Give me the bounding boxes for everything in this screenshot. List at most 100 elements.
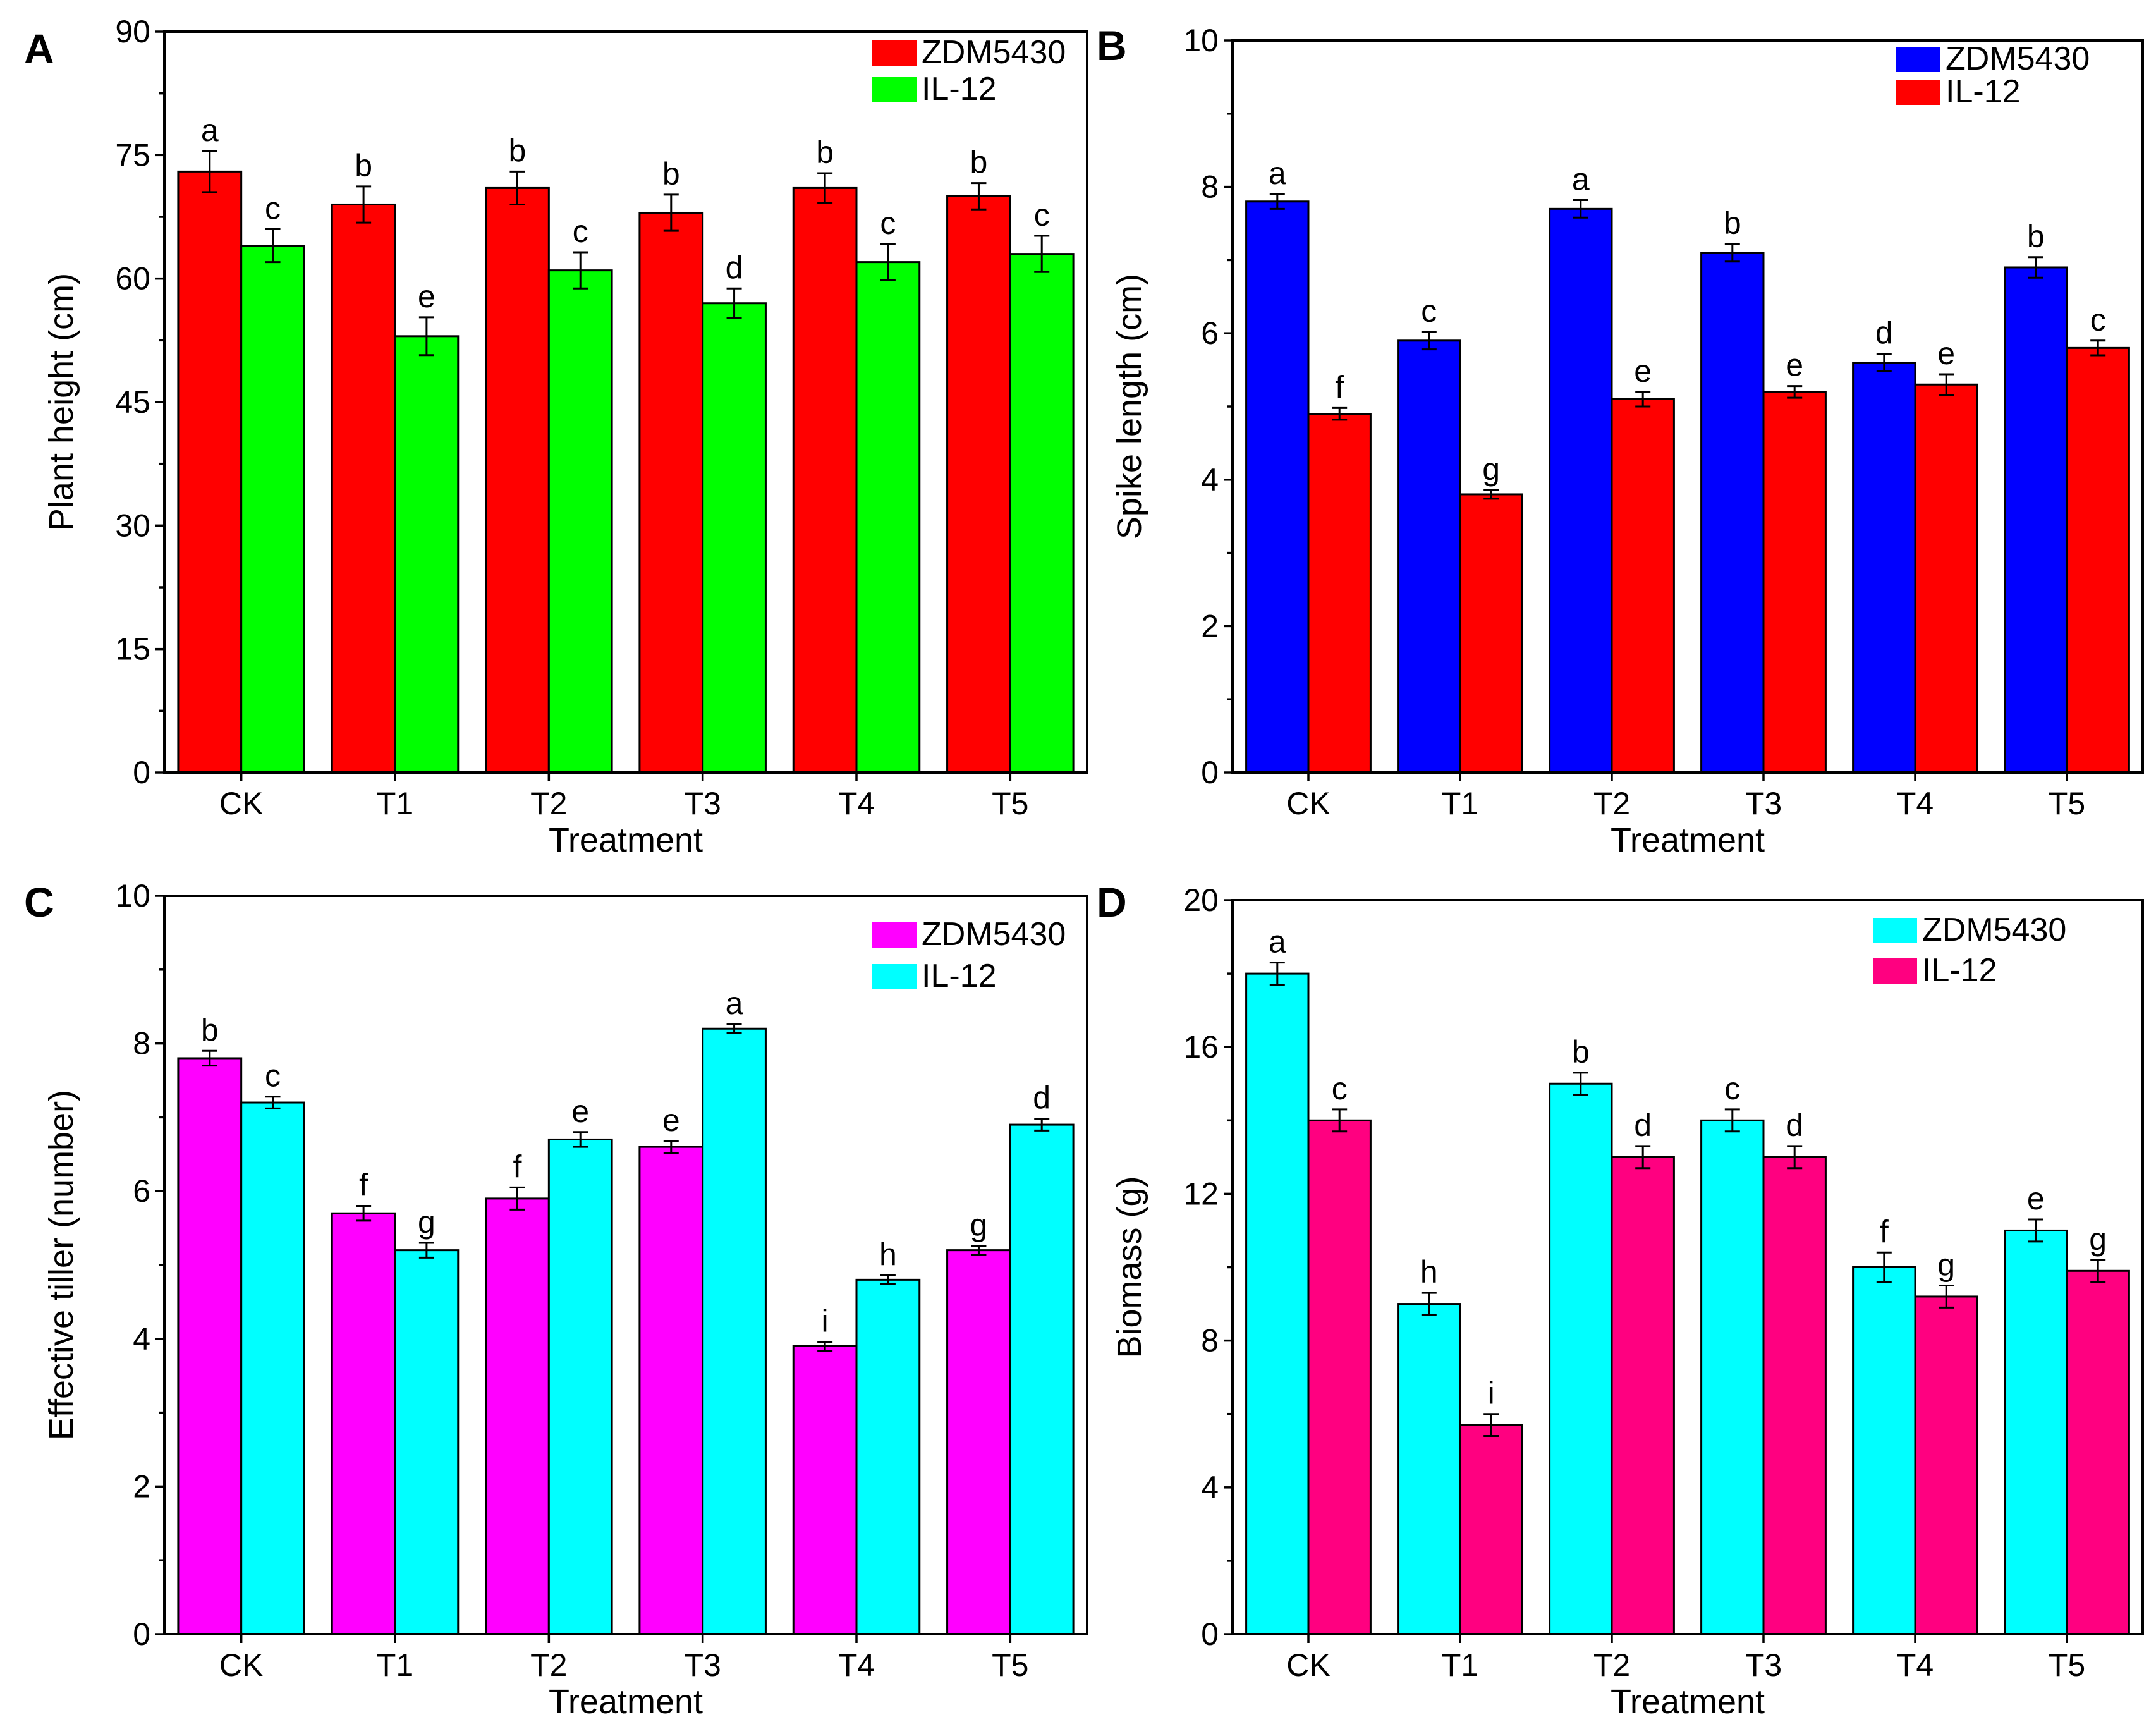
bar <box>1009 1123 1075 1635</box>
x-tick-label: T1 <box>1442 786 1478 821</box>
y-tick-label: 6 <box>1201 315 1219 351</box>
error-bar <box>1483 1413 1499 1438</box>
legend-label: IL-12 <box>1946 73 2021 110</box>
significance-letter: g <box>418 1204 435 1240</box>
error-bar <box>971 182 987 211</box>
y-tick-label: 4 <box>1201 1470 1219 1505</box>
significance-letter: g <box>970 1207 988 1243</box>
error-bar <box>1635 1145 1651 1170</box>
bar <box>702 1027 767 1635</box>
x-tick-label: T4 <box>1897 786 1934 821</box>
x-tick-label: T2 <box>530 786 567 821</box>
bar <box>1762 1156 1827 1635</box>
error-bar <box>1939 373 1954 396</box>
error-bar <box>1332 406 1348 421</box>
error-bar <box>265 228 281 264</box>
bar <box>331 1212 396 1635</box>
bar <box>485 1197 550 1635</box>
x-tick-label: T5 <box>2049 1647 2085 1683</box>
bar <box>1852 362 1916 774</box>
y-axis-title: Spike length (cm) <box>1111 274 1148 539</box>
significance-letter: d <box>1786 1108 1803 1143</box>
bar <box>792 186 858 774</box>
significance-letter: b <box>662 156 680 192</box>
x-tick-label: T3 <box>1745 1647 1782 1683</box>
significance-letter: e <box>418 279 435 314</box>
error-bar <box>1269 193 1285 210</box>
error-bar <box>663 1140 679 1154</box>
panel-b: Ba c a b d b f g e e e c 0 2 4 6 8 10 CK T1 T2 T3 T4 T5 Treatmen… <box>1097 22 2144 859</box>
significance-letter: b <box>1572 1034 1590 1070</box>
bar <box>485 186 550 774</box>
bar <box>2004 266 2068 774</box>
x-tick-label: T4 <box>838 1647 875 1683</box>
y-tick-label: 75 <box>115 137 150 173</box>
legend-label: IL-12 <box>922 71 997 107</box>
significance-letter: c <box>265 1058 281 1094</box>
bar <box>1459 1424 1523 1635</box>
panel-letter: D <box>1097 879 1127 926</box>
panel-letter: B <box>1097 22 1127 69</box>
bar <box>1914 383 1978 774</box>
significance-letter: c <box>1421 293 1437 329</box>
bar <box>1397 1303 1461 1635</box>
significance-letter: c <box>1332 1071 1348 1106</box>
bar <box>1611 1156 1675 1635</box>
x-tick-label: T2 <box>1593 1647 1630 1683</box>
bar <box>1611 398 1675 774</box>
x-tick-label: CK <box>1286 786 1330 821</box>
error-bar <box>1034 235 1050 273</box>
legend-label: ZDM5430 <box>1946 40 2090 77</box>
legend-swatch <box>1873 958 1917 984</box>
significance-letter: d <box>1634 1108 1652 1143</box>
bar <box>2066 1269 2130 1635</box>
significance-letter: c <box>573 214 588 249</box>
error-bar <box>418 316 434 357</box>
legend-swatch <box>872 77 917 102</box>
error-bar <box>1421 1292 1437 1316</box>
bar <box>1762 391 1827 774</box>
bar <box>1549 1082 1613 1635</box>
significance-letter: a <box>1269 924 1286 960</box>
error-bar <box>1939 1285 1954 1309</box>
legend-label: ZDM5430 <box>1922 912 2066 948</box>
bar <box>1700 1119 1765 1635</box>
y-tick-label: 12 <box>1183 1176 1219 1211</box>
bar <box>638 211 704 774</box>
bar <box>1245 200 1310 774</box>
x-tick-label: T1 <box>377 1647 413 1683</box>
x-tick-label: T5 <box>992 1647 1028 1683</box>
significance-letter: e <box>1786 348 1803 383</box>
error-bar <box>2090 339 2106 357</box>
bar <box>1700 252 1765 774</box>
legend-label: ZDM5430 <box>922 34 1066 71</box>
x-tick-label: T3 <box>684 1647 721 1683</box>
bar <box>177 1057 243 1635</box>
panel-letter: C <box>24 879 54 926</box>
significance-letter: e <box>1937 336 1955 371</box>
error-bar <box>1573 1072 1588 1096</box>
significance-letter: f <box>1335 369 1344 405</box>
significance-letter: g <box>1482 451 1500 487</box>
panel-letter: A <box>24 25 54 72</box>
significance-letter: b <box>201 1012 219 1048</box>
y-tick-label: 0 <box>133 1616 150 1652</box>
x-tick-label: T5 <box>992 786 1028 821</box>
x-tick-label: T3 <box>1745 786 1782 821</box>
x-axis-title: Treatment <box>549 821 703 859</box>
panel-c: Cb f f e i g c g e a h d 0 2 4 6 8 10 CK T1 T2 T3 T4 T5 Treatmen… <box>24 878 1088 1721</box>
error-bar <box>1269 962 1285 986</box>
significance-letter: b <box>355 148 372 183</box>
x-tick-label: T4 <box>838 786 875 821</box>
error-bar <box>726 287 742 319</box>
error-bar <box>1034 1118 1050 1132</box>
legend-swatch <box>1896 47 1940 72</box>
bar <box>547 1138 613 1635</box>
x-tick-label: CK <box>219 786 263 821</box>
error-bar <box>971 1245 987 1256</box>
y-tick-label: 0 <box>1201 755 1219 790</box>
error-bar <box>356 185 372 224</box>
x-tick-label: CK <box>219 1647 263 1683</box>
bar <box>855 261 921 774</box>
